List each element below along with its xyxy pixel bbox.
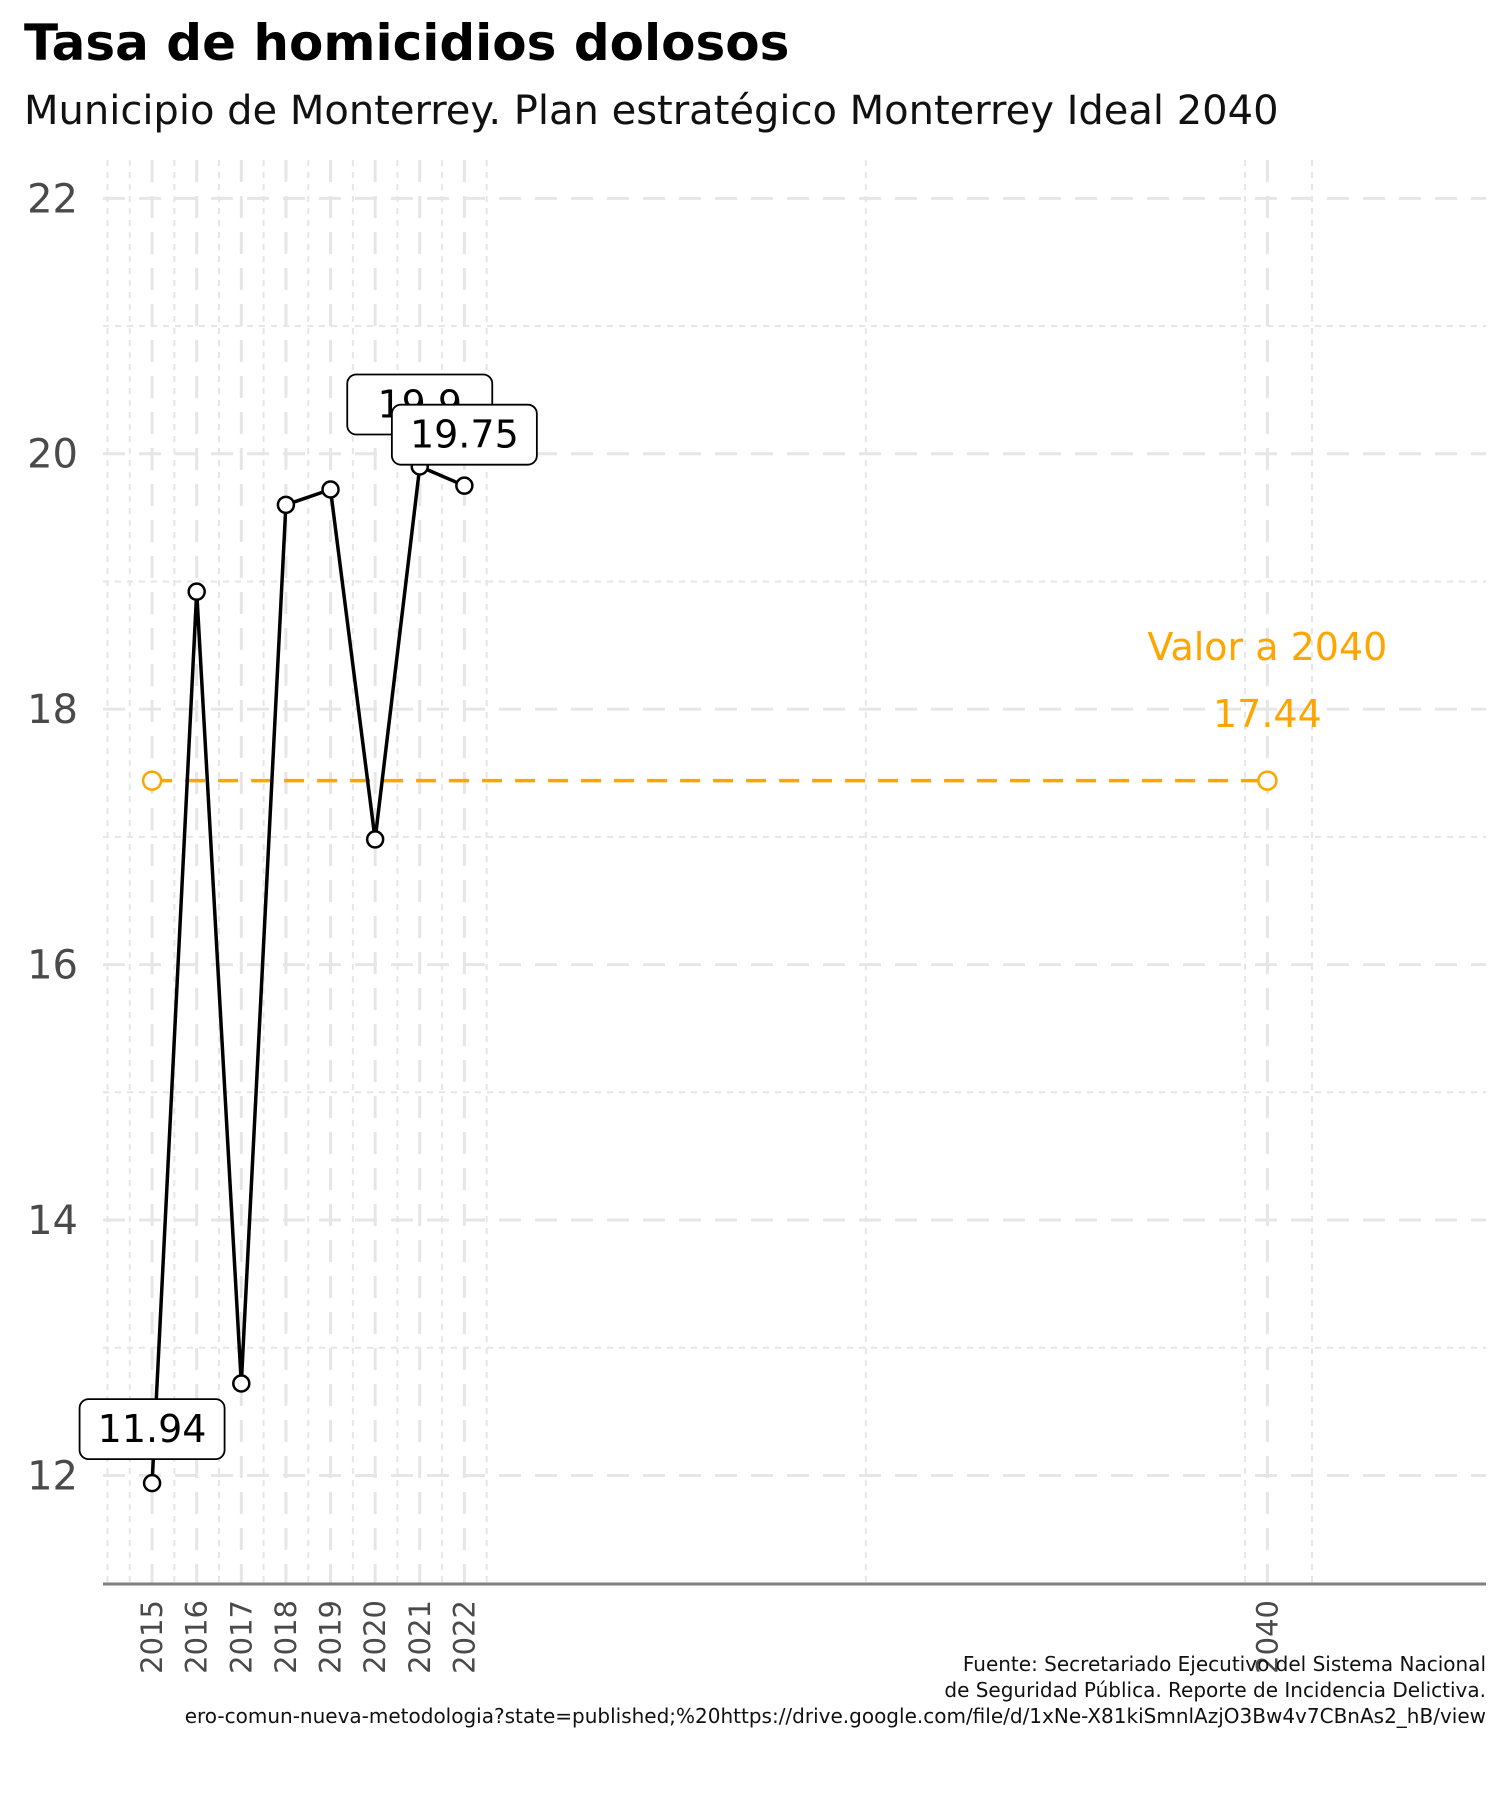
data-point: [321, 480, 340, 499]
x-tick-label: 2018: [269, 1600, 303, 1674]
series-line: [150, 464, 466, 1484]
x-tick-label: 2020: [358, 1600, 392, 1674]
y-tick-label: 18: [27, 687, 78, 733]
caption-line-2: de Seguridad Pública. Reporte de Inciden…: [944, 1678, 1486, 1702]
chart-subtitle: Municipio de Monterrey. Plan estratégico…: [24, 88, 1279, 134]
x-tick-label: 2017: [224, 1600, 258, 1674]
data-label: 19.75: [410, 413, 519, 457]
target-point: [1257, 770, 1278, 791]
x-tick-label: 2015: [135, 1600, 169, 1674]
y-tick-label: 14: [27, 1198, 78, 1244]
chart-title: Tasa de homicidios dolosos: [24, 14, 789, 72]
data-point: [142, 1473, 162, 1493]
data-point: [276, 495, 296, 515]
gridlines: [103, 160, 1486, 1584]
x-tick-label: 2040: [1250, 1600, 1284, 1674]
data-label-box: [78, 1398, 226, 1461]
x-tick-label: 2016: [180, 1600, 214, 1674]
data-point: [232, 1374, 251, 1393]
target-line: Valor a 2040 17.44: [141, 625, 1387, 791]
data-label: 11.94: [98, 1407, 207, 1451]
data-point: [455, 476, 474, 495]
y-tick-label: 22: [27, 176, 78, 222]
y-tick-label: 16: [27, 943, 78, 989]
y-tick-label: 20: [27, 432, 78, 478]
x-tick-label: 2021: [403, 1600, 437, 1674]
x-tick-label: 2022: [447, 1600, 481, 1674]
data-label-box: [390, 403, 538, 466]
data-point: [365, 830, 385, 849]
target-label: Valor a 2040: [1147, 625, 1387, 669]
target-point: [141, 770, 163, 791]
y-tick-label: 12: [27, 1453, 78, 1499]
data-point: [187, 582, 206, 601]
caption-line-1: Fuente: Secretariado Ejecutivo del Siste…: [963, 1652, 1486, 1676]
x-tick-label: 2019: [314, 1600, 348, 1674]
target-value-label: 17.44: [1213, 692, 1322, 736]
caption-line-3: ero-comun-nueva-metodologia?state=publis…: [185, 1704, 1486, 1728]
